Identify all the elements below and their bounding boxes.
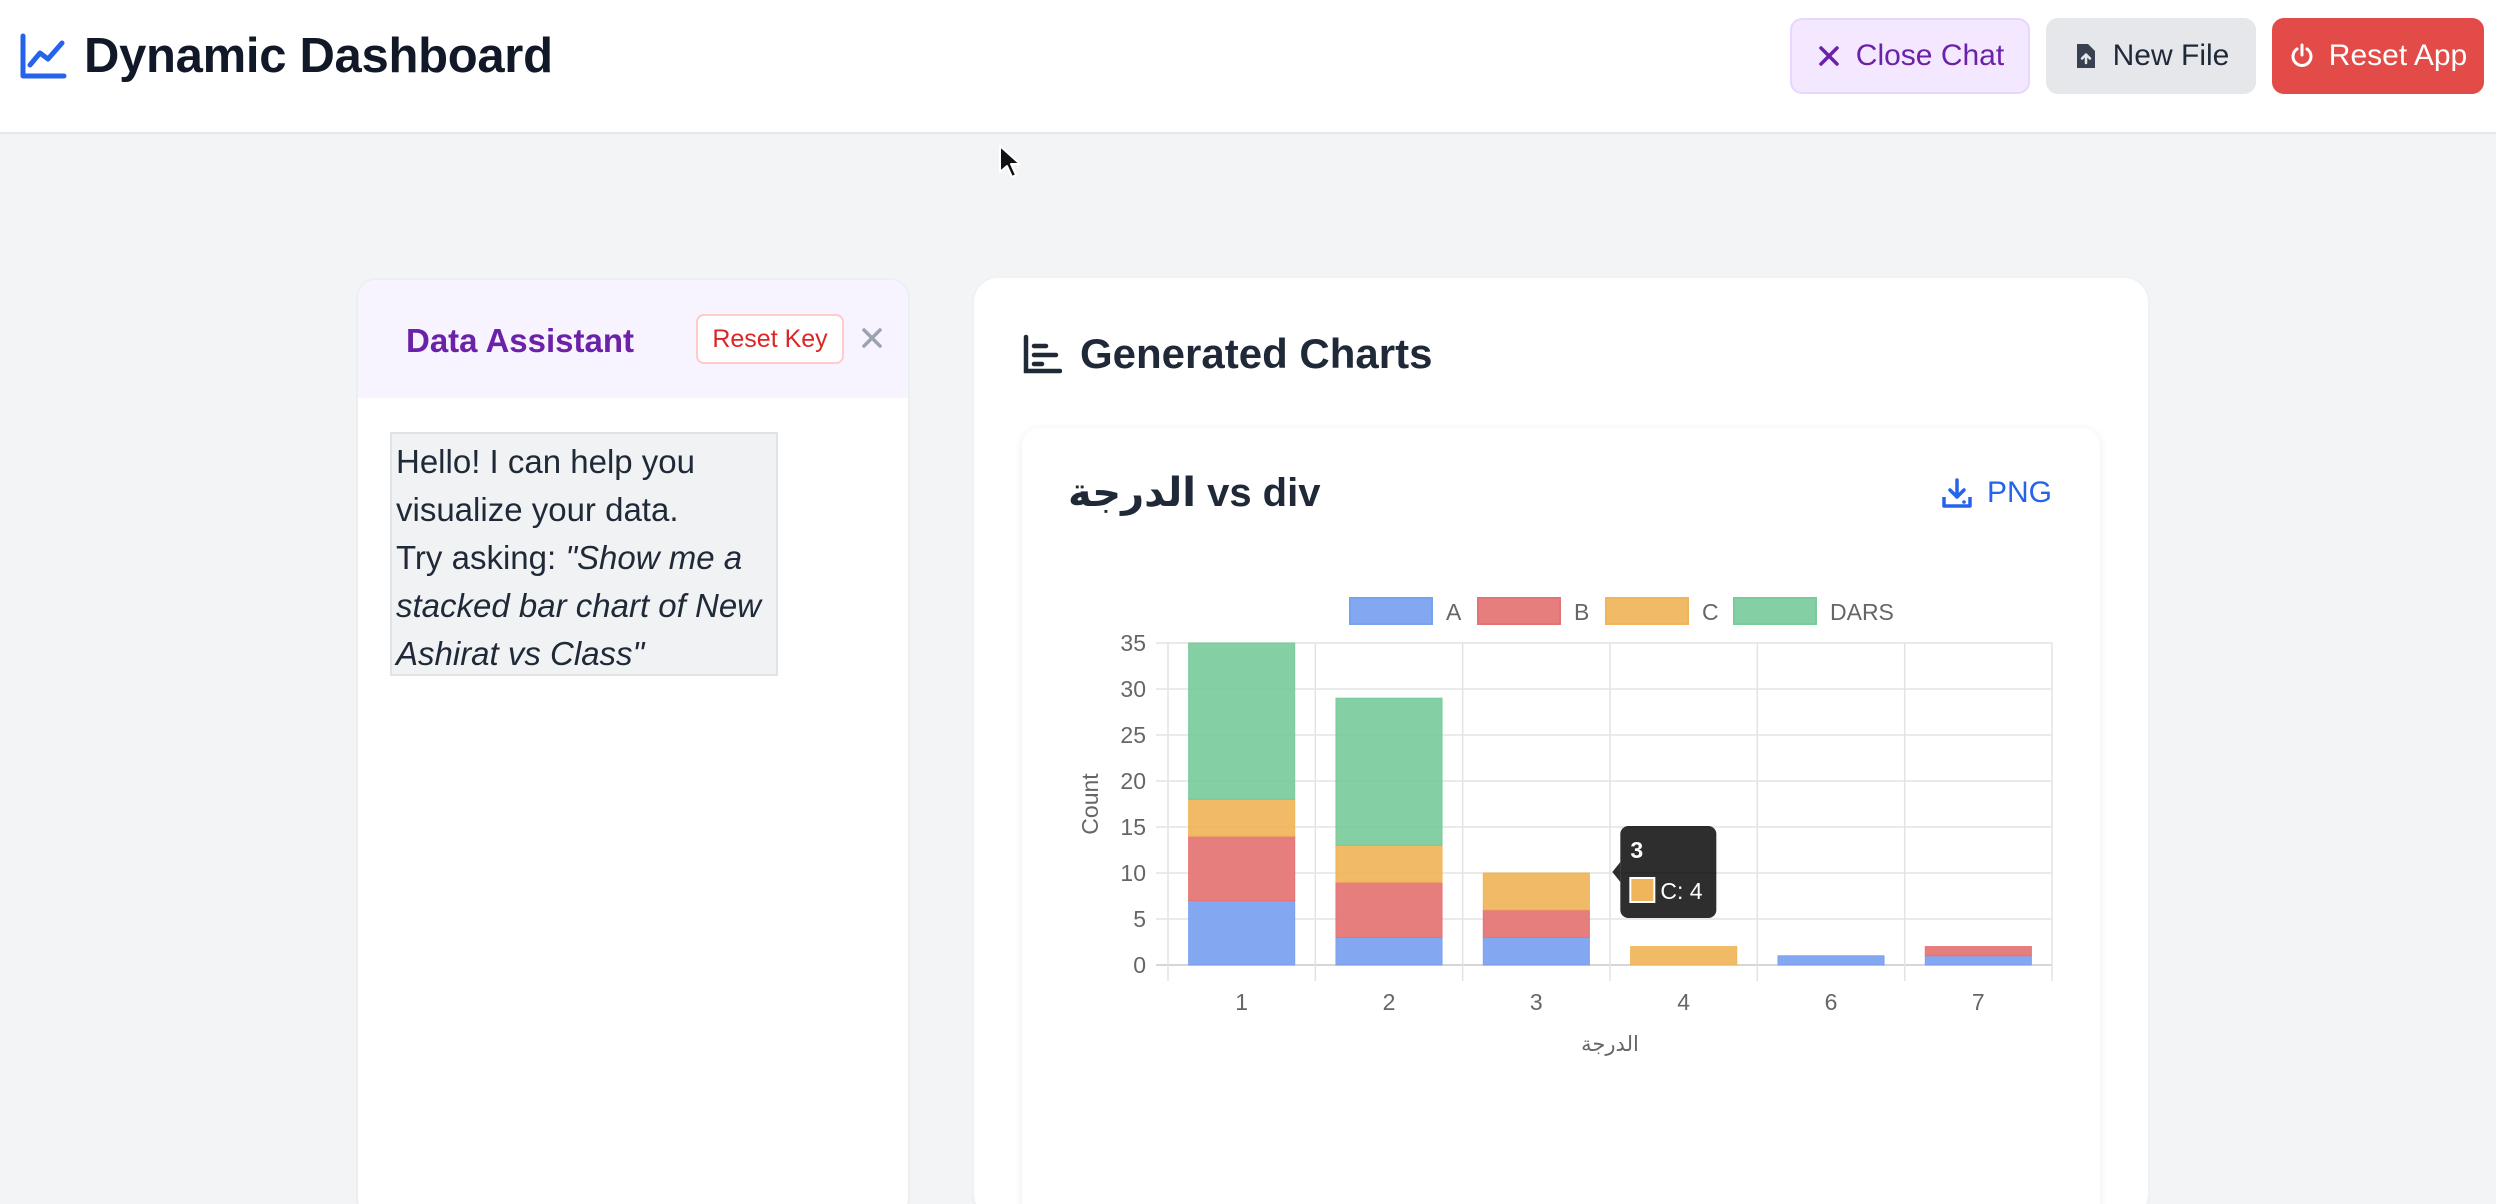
y-tick-label: 15 — [1120, 814, 1146, 840]
chat-panel: Data Assistant Reset Key Hello! I can he… — [356, 278, 910, 1204]
x-axis-label: الدرجة — [1581, 1033, 1639, 1056]
chart-title: الدرجة vs div — [1068, 471, 1321, 515]
y-tick-label: 20 — [1120, 768, 1146, 794]
tooltip-swatch — [1629, 877, 1656, 903]
x-tick-label: 6 — [1825, 989, 1838, 1015]
x-tick-label: 1 — [1235, 989, 1248, 1015]
app-title: Dynamic Dashboard — [84, 29, 553, 83]
reset-app-button[interactable]: Reset App — [2272, 18, 2484, 94]
bar-A-7[interactable] — [1924, 955, 2032, 966]
charts-header: Generated Charts — [1022, 330, 1432, 378]
legend-label-A: A — [1446, 599, 1462, 625]
bar-B-1[interactable] — [1188, 835, 1296, 902]
close-chat-button[interactable]: Close Chat — [1790, 18, 2030, 94]
legend-swatch-DARS[interactable] — [1733, 597, 1817, 625]
legend-label-DARS: DARS — [1830, 599, 1894, 625]
chart-card: الدرجة vs div PNG 0 5 10 15 20 25 30 35 1 2 3 4 6 7 ال… — [1022, 428, 2100, 1204]
y-tick-label: 35 — [1120, 630, 1146, 656]
y-tick-label: 25 — [1120, 722, 1146, 748]
legend-swatch-A[interactable] — [1349, 597, 1433, 625]
x-tick-label: 7 — [1972, 989, 1985, 1015]
message-prefix: Try asking: — [396, 539, 566, 576]
legend-label-B: B — [1574, 599, 1589, 625]
bar-A-1[interactable] — [1188, 900, 1296, 966]
app-header: Dynamic Dashboard Close Chat New File Re… — [0, 0, 2496, 134]
bar-C-1[interactable] — [1188, 798, 1296, 837]
tooltip-value: C: 4 — [1660, 878, 1702, 904]
png-label: PNG — [1986, 476, 2052, 509]
charts-title: Generated Charts — [1080, 330, 1433, 377]
y-tick-label: 0 — [1133, 952, 1146, 978]
reset-key-button[interactable]: Reset Key — [696, 314, 844, 364]
legend-label-C: C — [1702, 599, 1719, 625]
mouse-cursor-icon — [999, 145, 1021, 178]
charts-panel: Generated Charts الدرجة vs div PNG 0 5 10 1… — [974, 278, 2148, 1204]
bar-A-2[interactable] — [1335, 936, 1443, 966]
message-greeting: Hello! I can help you visualize your dat… — [396, 443, 696, 528]
y-tick-label: 10 — [1120, 860, 1146, 886]
bar-C-2[interactable] — [1335, 844, 1443, 883]
reset-app-label: Reset App — [2328, 39, 2468, 72]
y-axis-label: Count — [1077, 773, 1103, 835]
close-icon[interactable] — [854, 320, 890, 356]
close-icon — [1819, 46, 1839, 66]
legend-swatch-C[interactable] — [1605, 597, 1689, 625]
legend-swatch-B[interactable] — [1477, 597, 1561, 625]
download-icon — [1942, 478, 1972, 508]
brand: Dynamic Dashboard — [18, 28, 553, 84]
bar-B-3[interactable] — [1482, 909, 1590, 938]
chat-header: Data Assistant Reset Key — [358, 280, 908, 398]
bar-A-6[interactable] — [1777, 955, 1885, 966]
x-tick-label: 2 — [1383, 989, 1396, 1015]
tooltip-title: 3 — [1630, 837, 1643, 863]
new-file-label: New File — [2112, 39, 2230, 72]
file-upload-icon — [2076, 44, 2095, 68]
download-png-button[interactable]: PNG — [1941, 476, 2052, 510]
chat-title: Data Assistant — [406, 322, 635, 359]
new-file-button[interactable]: New File — [2046, 18, 2256, 94]
assistant-message: Hello! I can help you visualize your dat… — [390, 432, 778, 676]
bar-chart-icon — [1023, 334, 1062, 374]
tooltip-caret — [1612, 862, 1621, 882]
y-tick-label: 30 — [1120, 676, 1146, 702]
bar-C-3[interactable] — [1482, 872, 1590, 911]
power-icon — [2291, 43, 2313, 67]
y-tick-label: 5 — [1133, 906, 1146, 932]
x-tick-label: 4 — [1677, 989, 1690, 1015]
x-tick-label: 3 — [1530, 989, 1543, 1015]
bar-A-3[interactable] — [1482, 936, 1590, 966]
line-chart-icon — [20, 33, 67, 79]
bar-B-2[interactable] — [1335, 881, 1443, 938]
bar-DARS-2[interactable] — [1335, 697, 1443, 846]
close-chat-label: Close Chat — [1855, 39, 2005, 72]
bar-C-4[interactable] — [1630, 946, 1738, 966]
bar-DARS-1[interactable] — [1188, 642, 1296, 800]
bar-B-7[interactable] — [1924, 946, 2032, 957]
message-example: "Show me a stacked bar chart of New Ashi… — [396, 539, 761, 672]
